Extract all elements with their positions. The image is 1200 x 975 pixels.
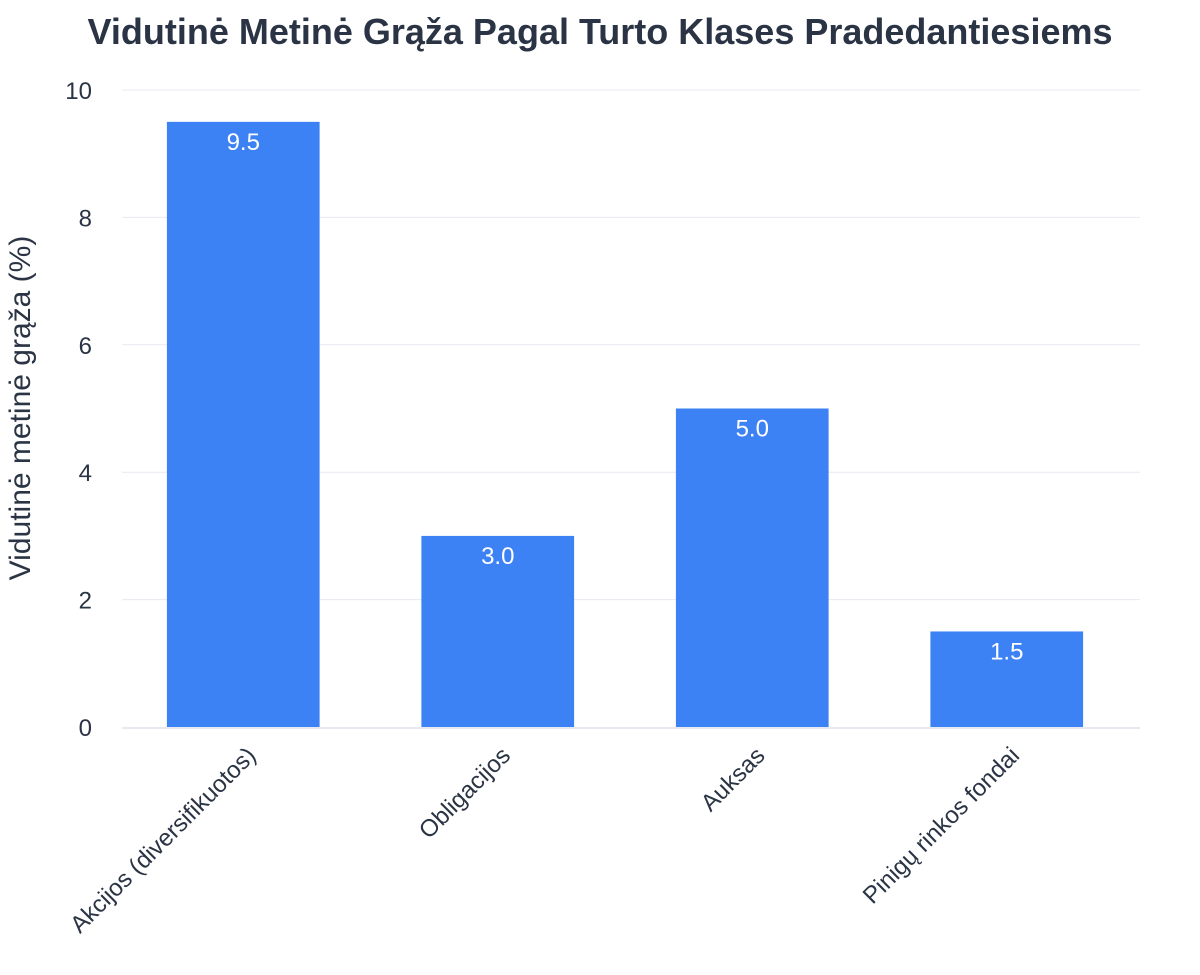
y-axis-ticks: 0 2 4 6 8 10	[65, 78, 92, 742]
bar-data-label-3: 1.5	[990, 638, 1023, 665]
bar-data-labels: 9.5 3.0 5.0 1.5	[227, 129, 1024, 666]
bar-data-label-1: 3.0	[481, 543, 514, 570]
y-tick-label-0: 0	[79, 715, 92, 742]
y-tick-label-3: 6	[79, 333, 92, 360]
bar-3	[930, 631, 1084, 727]
y-tick-label-2: 4	[79, 460, 92, 487]
bar-1	[421, 535, 575, 727]
chart-title: Vidutinė Metinė Grąža Pagal Turto Klases…	[88, 11, 1113, 52]
y-tick-label-5: 10	[65, 78, 92, 105]
x-tick-label-1: Obligacijos	[414, 742, 516, 844]
bar-0	[166, 121, 320, 728]
y-tick-label-4: 8	[79, 205, 92, 232]
bars	[166, 121, 1084, 728]
y-tick-label-1: 2	[79, 588, 92, 615]
x-tick-label-0: Akcijos (diversifikuotos)	[65, 742, 261, 938]
bar-data-label-2: 5.0	[736, 416, 769, 443]
x-tick-label-3: Pinigų rinkos fondai	[858, 742, 1025, 909]
bar-data-label-0: 9.5	[227, 129, 260, 156]
x-axis-ticks: Akcijos (diversifikuotos) Obligacijos Auks…	[65, 742, 1025, 938]
y-axis-title: Vidutinė metinė grąža (%)	[4, 236, 37, 581]
x-tick-label-2: Auksas	[696, 742, 771, 817]
bar-2	[675, 408, 829, 727]
